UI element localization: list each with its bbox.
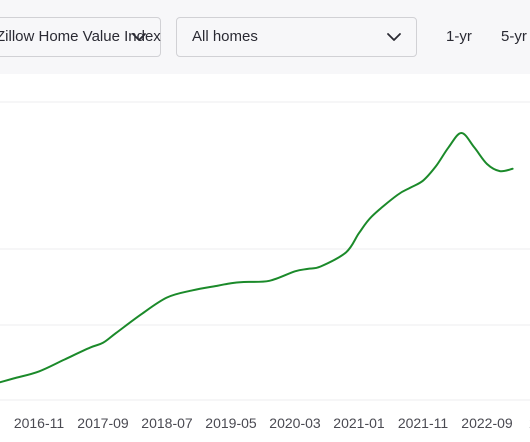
x-tick-label: 2019-05 bbox=[205, 415, 257, 431]
chart-toolbar: Zillow Home Value Index All homes 1-yr 5… bbox=[0, 0, 530, 74]
chart-svg: 2016-11 2017-09 2018-07 2019-05 2020-03 2021-… bbox=[0, 101, 530, 431]
x-tick-label: 2020-03 bbox=[269, 415, 321, 431]
metric-select[interactable]: Zillow Home Value Index bbox=[0, 17, 161, 57]
home-type-select[interactable]: All homes bbox=[176, 17, 417, 57]
x-tick-label: 2018-07 bbox=[141, 415, 193, 431]
range-1yr-button[interactable]: 1-yr bbox=[446, 28, 472, 45]
chevron-down-icon bbox=[385, 18, 403, 56]
metric-select-value: Zillow Home Value Index bbox=[0, 28, 161, 45]
range-5yr-button[interactable]: 5-yr bbox=[501, 28, 527, 45]
home-value-series-line bbox=[0, 132, 514, 384]
home-type-select-value: All homes bbox=[192, 28, 258, 45]
x-tick-label: 2017-09 bbox=[77, 415, 129, 431]
x-tick-label: 2021-01 bbox=[333, 415, 385, 431]
x-tick-label: 2022-09 bbox=[461, 415, 513, 431]
gridlines bbox=[0, 101, 530, 401]
x-tick-label: 2021-11 bbox=[398, 415, 449, 431]
x-axis-ticks: 2016-11 2017-09 2018-07 2019-05 2020-03 2021-… bbox=[14, 415, 530, 431]
home-value-line-chart: 2016-11 2017-09 2018-07 2019-05 2020-03 2021-… bbox=[0, 74, 530, 442]
x-tick-label: 2016-11 bbox=[14, 415, 65, 431]
chevron-down-icon bbox=[130, 18, 148, 56]
